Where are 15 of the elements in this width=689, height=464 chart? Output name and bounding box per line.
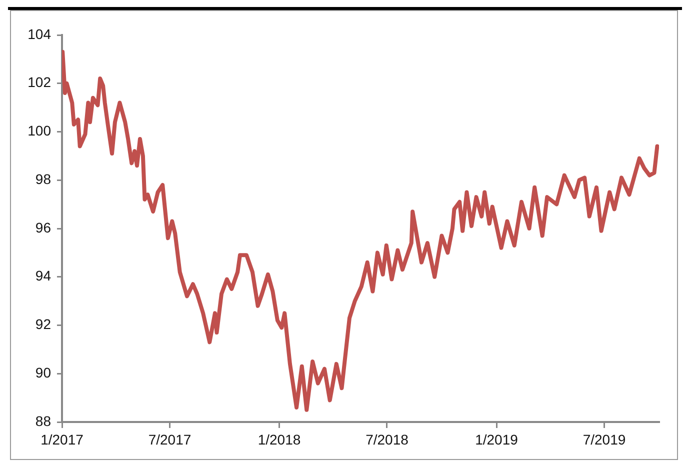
x-tick-label: 7/2017	[148, 431, 192, 448]
y-tick-label: 94	[35, 268, 52, 284]
x-tick-label: 1/2017	[40, 431, 84, 448]
y-tick-label: 92	[35, 316, 52, 332]
x-tick-label: 1/2018	[258, 431, 301, 448]
y-tick-label: 104	[28, 26, 52, 42]
y-tick-label: 90	[35, 364, 52, 380]
x-tick-label: 1/2019	[475, 431, 518, 448]
y-tick-label: 98	[35, 170, 52, 187]
y-tick-label: 102	[28, 74, 52, 90]
x-tick-label: 7/2019	[582, 431, 626, 448]
y-tick-label: 96	[35, 219, 52, 236]
x-tick-label: 7/2018	[366, 431, 409, 448]
y-tick-label: 88	[35, 412, 52, 429]
y-tick-label: 100	[28, 122, 52, 139]
